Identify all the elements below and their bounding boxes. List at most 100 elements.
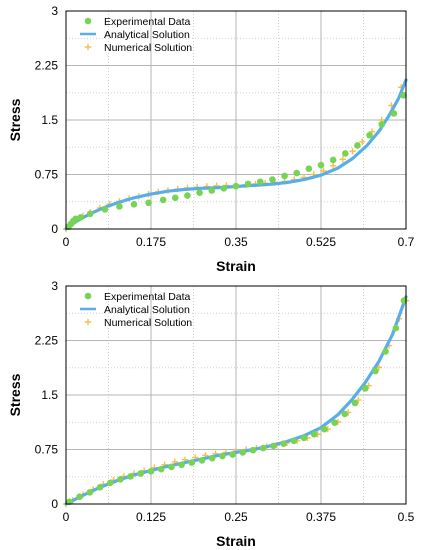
experimental-point <box>317 161 325 169</box>
experimental-point <box>159 196 167 204</box>
x-axis-label: Strain <box>216 533 256 549</box>
experimental-point <box>400 91 407 99</box>
experimental-point <box>300 434 308 442</box>
experimental-point <box>116 203 123 210</box>
y-axis-label: Stress <box>7 98 23 141</box>
experimental-point <box>372 367 379 375</box>
experimental-point <box>354 142 361 149</box>
experimental-point <box>293 169 301 177</box>
x-tick-label: 0.175 <box>136 235 166 249</box>
legend-label: Experimental Data <box>104 16 191 28</box>
legend-marker-experimental <box>84 17 92 25</box>
y-tick-label: 1.5 <box>41 113 58 127</box>
experimental-point <box>341 410 349 418</box>
experimental-point <box>137 470 145 477</box>
legend-label: Analytical Solution <box>104 29 190 41</box>
experimental-point <box>157 465 165 473</box>
y-tick-label: 0 <box>51 497 58 511</box>
experimental-point <box>331 419 338 426</box>
legend-marker-experimental <box>84 292 92 300</box>
experimental-point <box>145 199 152 207</box>
x-tick-label: 0.25 <box>224 510 248 524</box>
experimental-point <box>196 189 203 196</box>
y-tick-label: 2.25 <box>35 334 59 348</box>
experimental-point <box>220 185 228 192</box>
series-analytical-solution <box>64 78 408 231</box>
legend-label: Experimental Data <box>104 291 191 303</box>
legend-marker-numerical <box>84 318 92 326</box>
legend-label: Analytical Solution <box>104 304 190 316</box>
experimental-point <box>290 437 298 445</box>
experimental-point <box>229 451 236 458</box>
legend-label: Numerical Solution <box>104 42 192 54</box>
experimental-point <box>259 444 267 452</box>
experimental-point <box>117 475 124 483</box>
series-experimental-data <box>65 91 407 231</box>
y-tick-label: 0.75 <box>35 168 59 182</box>
numerical-point <box>339 156 347 163</box>
experimental-point <box>96 483 104 491</box>
plot-frame <box>65 10 407 230</box>
experimental-point <box>341 150 349 157</box>
experimental-point <box>270 442 277 450</box>
legend-marker-numerical <box>84 43 92 51</box>
experimental-point <box>127 473 134 480</box>
experimental-point <box>269 176 276 183</box>
numerical-point <box>349 148 356 155</box>
legend-label: Numerical Solution <box>104 317 192 329</box>
experimental-point <box>382 348 389 355</box>
experimental-point <box>244 180 252 188</box>
experimental-point <box>188 459 196 466</box>
x-axis-label: Strain <box>216 258 256 274</box>
x-tick-label: 0.525 <box>306 235 336 249</box>
x-tick-label: 0.35 <box>224 235 248 249</box>
chart-bottom: 0 0.125 0.25 0.375 0.5 0 0.75 1.5 2.25 3 Strain Str… <box>7 279 415 549</box>
x-tick-label: 0.5 <box>398 510 415 524</box>
experimental-point <box>351 399 359 407</box>
experimental-point <box>256 178 264 186</box>
experimental-point <box>232 182 240 190</box>
numerical-point <box>359 138 366 145</box>
experimental-point <box>390 110 398 117</box>
chart-top: 0 0.175 0.35 0.525 0.7 0 0.75 1.5 2.25 3 Strain Str… <box>7 4 415 274</box>
experimental-point <box>305 165 313 172</box>
x-tick-label: 0.375 <box>306 510 336 524</box>
experimental-point <box>208 187 216 194</box>
y-tick-label: 0.75 <box>35 443 59 457</box>
experimental-point <box>361 385 369 392</box>
experimental-point <box>66 498 73 506</box>
experimental-point <box>184 192 191 199</box>
experimental-point <box>147 468 155 475</box>
experimental-point <box>281 172 288 180</box>
experimental-point <box>219 452 226 460</box>
y-axis-label: Stress <box>7 373 23 416</box>
experimental-point <box>321 425 328 433</box>
experimental-point <box>329 156 337 164</box>
x-tick-label: 0 <box>63 510 70 524</box>
experimental-point <box>392 324 400 332</box>
experimental-point <box>106 479 114 487</box>
experimental-point <box>86 489 94 496</box>
experimental-point <box>239 449 247 456</box>
experimental-point <box>198 457 206 464</box>
x-tick-label: 0 <box>63 235 70 249</box>
y-tick-label: 0 <box>51 222 58 236</box>
y-tick-label: 1.5 <box>41 388 58 402</box>
x-tick-label: 0.125 <box>136 510 166 524</box>
y-tick-label: 2.25 <box>35 59 59 73</box>
experimental-point <box>178 461 185 469</box>
experimental-point <box>76 493 83 501</box>
series-experimental-data <box>66 297 408 506</box>
experimental-point <box>86 210 94 218</box>
x-tick-label: 0.7 <box>398 235 415 249</box>
experimental-point <box>130 200 138 208</box>
plot-frame <box>65 285 407 505</box>
experimental-point <box>249 446 257 454</box>
experimental-point <box>171 194 179 202</box>
y-tick-label: 3 <box>51 4 58 18</box>
experimental-point <box>280 440 287 447</box>
numerical-point <box>329 162 337 169</box>
experimental-point <box>208 454 216 462</box>
experimental-point <box>101 206 109 213</box>
